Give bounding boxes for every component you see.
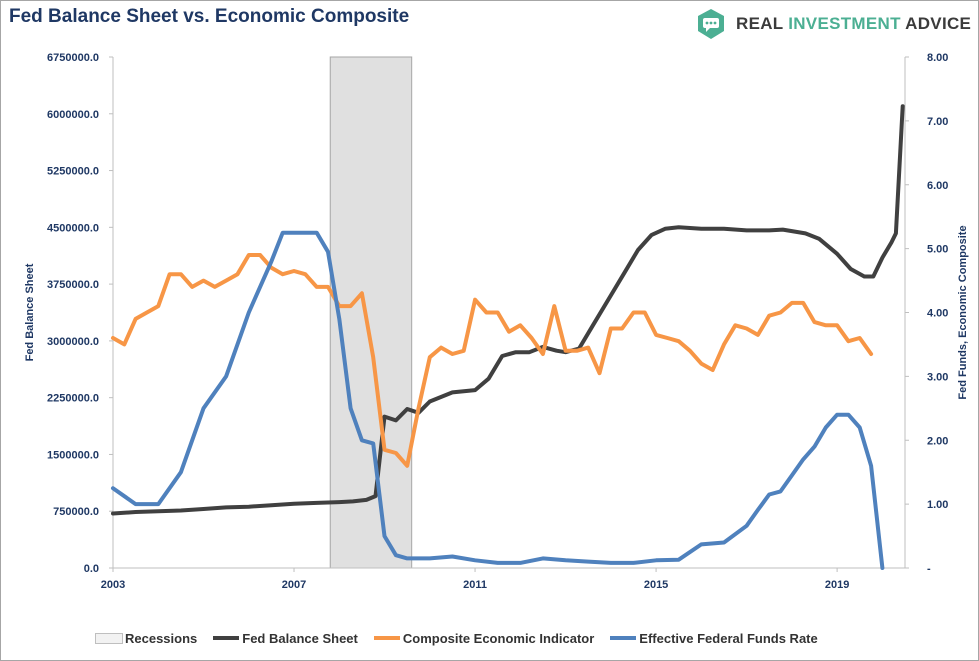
series-line-fed-balance-sheet xyxy=(111,104,905,516)
legend-label-fed-funds-rate: Effective Federal Funds Rate xyxy=(639,630,818,646)
legend-item-fed-balance-sheet: Fed Balance Sheet xyxy=(213,631,358,646)
left-tick-label: 1500000.0 xyxy=(47,449,99,461)
right-tick-label: 8.00 xyxy=(927,52,948,64)
series-layer xyxy=(111,104,905,570)
x-tick-label: 2007 xyxy=(282,579,306,591)
legend-item-fed-funds-rate: Effective Federal Funds Rate xyxy=(610,630,818,646)
legend-item-composite-indicator: Composite Economic Indicator xyxy=(373,630,595,646)
right-tick-label: - xyxy=(927,563,931,575)
recession-band xyxy=(329,56,413,569)
brand-word-investment: INVESTMENT xyxy=(788,14,901,33)
left-tick-label: 2250000.0 xyxy=(47,393,99,405)
legend-label-fed-balance-sheet: Fed Balance Sheet xyxy=(242,630,358,646)
brand-logo-block: REAL INVESTMENT ADVICE xyxy=(696,8,971,40)
right-tick-label: 1.00 xyxy=(927,499,948,511)
x-tick-label: 2011 xyxy=(463,579,487,591)
legend-swatch-composite-indicator xyxy=(373,636,400,640)
brand-word-advice: ADVICE xyxy=(900,14,972,33)
right-tick-label: 5.00 xyxy=(927,244,948,256)
legend-swatch-recessions xyxy=(95,632,123,644)
left-tick-label: 5250000.0 xyxy=(47,166,99,178)
axes-layer xyxy=(109,56,909,572)
brand-name: REAL INVESTMENT ADVICE xyxy=(736,14,971,34)
left-axis-title: Fed Balance Sheet xyxy=(24,263,36,361)
right-tick-label: 3.00 xyxy=(927,371,948,383)
legend-swatch-fed-balance-sheet xyxy=(213,636,240,640)
series-line-fed-funds-rate xyxy=(111,230,885,570)
recession-band-layer xyxy=(329,56,413,569)
chart-legend: Recessions Fed Balance Sheet Composite E… xyxy=(95,629,834,647)
left-tick-label: 0.0 xyxy=(84,563,99,575)
series-line-composite-indicator xyxy=(111,253,874,468)
right-tick-label: 4.00 xyxy=(927,308,948,320)
left-tick-label: 3000000.0 xyxy=(47,336,99,348)
legend-swatch-fed-funds-rate xyxy=(610,636,637,640)
x-tick-label: 2003 xyxy=(101,579,125,591)
left-tick-label: 4500000.0 xyxy=(47,222,99,234)
legend-label-composite-indicator: Composite Economic Indicator xyxy=(402,630,595,646)
left-tick-label: 6750000.0 xyxy=(47,52,99,64)
right-tick-label: 6.00 xyxy=(927,180,948,192)
chart-title: Fed Balance Sheet vs. Economic Composite xyxy=(9,6,410,27)
x-tick-label: 2019 xyxy=(825,579,849,591)
brand-chat-icon xyxy=(698,9,724,39)
right-axis-title: Fed Funds, Economic Composite xyxy=(957,225,969,399)
tick-labels-layer: 6750000.0 6000000.0 5250000.0 4500000.0 3750… xyxy=(24,52,969,591)
right-tick-label: 2.00 xyxy=(927,435,948,447)
x-tick-label: 2015 xyxy=(644,579,668,591)
legend-label-recessions: Recessions xyxy=(125,630,198,646)
brand-word-real: REAL xyxy=(736,14,789,33)
left-tick-label: 750000.0 xyxy=(53,506,99,518)
left-tick-label: 6000000.0 xyxy=(47,109,99,121)
right-tick-label: 7.00 xyxy=(927,116,948,128)
legend-item-recessions: Recessions xyxy=(95,631,197,646)
left-tick-label: 3750000.0 xyxy=(47,279,99,291)
